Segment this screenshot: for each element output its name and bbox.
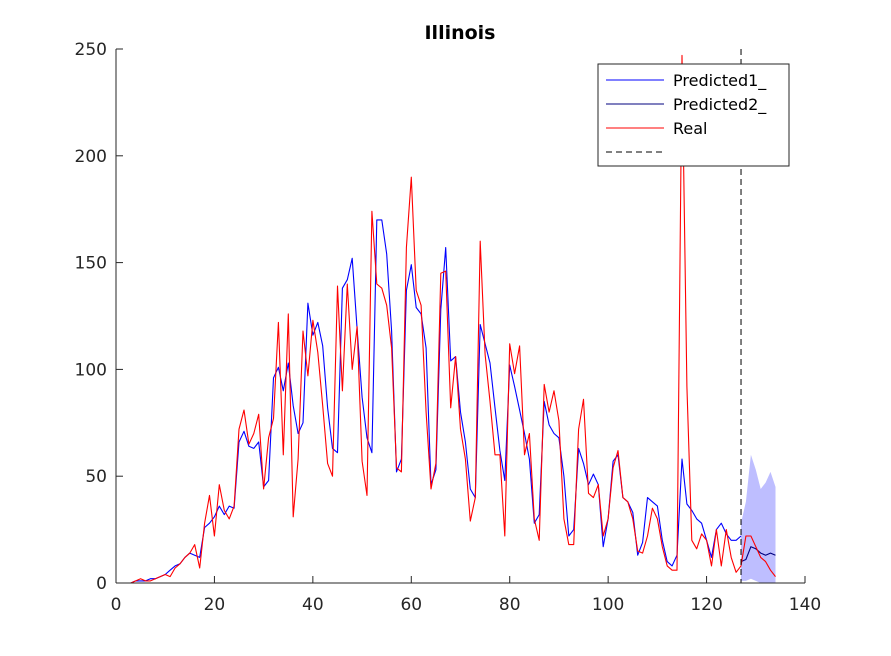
- x-tick-label: 40: [302, 595, 324, 615]
- x-tick-label: 140: [789, 595, 821, 615]
- axes: 0 20 40 60 80 100 120 140 0 50 100 150 200 250: [75, 40, 822, 615]
- legend-label: Predicted1_: [673, 71, 767, 91]
- y-tick-label: 150: [75, 254, 107, 274]
- x-tick-label: 100: [592, 595, 624, 615]
- legend-label: Real: [673, 119, 708, 138]
- y-tick-label: 0: [96, 574, 107, 594]
- y-tick-label: 50: [85, 467, 107, 487]
- x-tick-label: 20: [204, 595, 226, 615]
- y-tick-label: 100: [75, 360, 107, 380]
- y-tick-label: 250: [75, 40, 107, 60]
- x-tick-label: 0: [111, 595, 122, 615]
- series-real-line: [120, 54, 776, 584]
- legend[interactable]: Predicted1_ Predicted2_ Real: [597, 63, 790, 167]
- chart-title: Illinois: [424, 22, 495, 44]
- plot-area: [120, 49, 776, 584]
- x-tick-label: 80: [499, 595, 521, 615]
- x-tick-label: 60: [400, 595, 422, 615]
- legend-box: [597, 63, 790, 167]
- legend-label: Predicted2_: [673, 95, 767, 115]
- y-tick-label: 200: [75, 147, 107, 167]
- x-tick-label: 120: [690, 595, 722, 615]
